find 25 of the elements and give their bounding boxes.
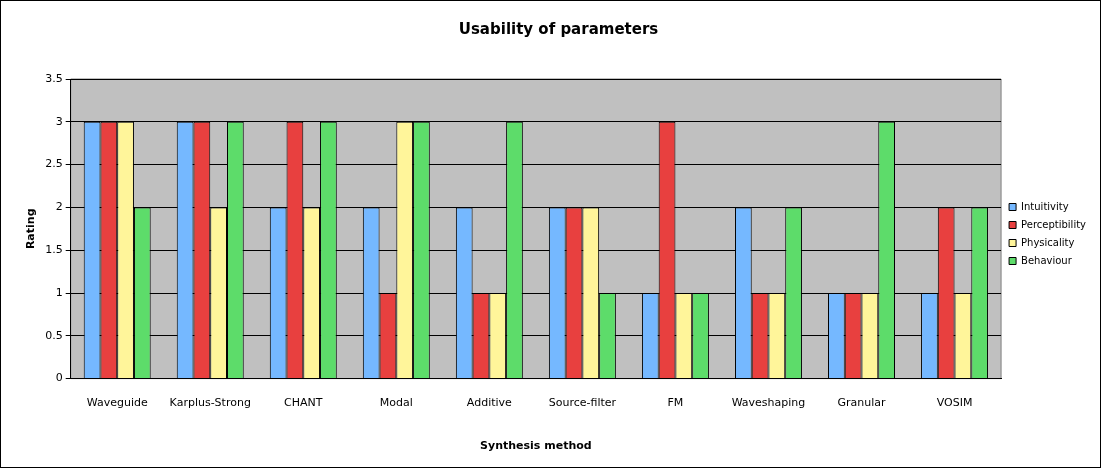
legend-label: Physicality xyxy=(1021,236,1075,248)
legend-label: Perceptibility xyxy=(1021,218,1087,230)
x-axis-title: Synthesis method xyxy=(480,439,592,453)
legend-label: Intuitivity xyxy=(1021,200,1069,212)
chart-title: Usability of parameters xyxy=(458,19,659,38)
x-tick-label: VOSIM xyxy=(936,396,973,410)
x-tick-label: Source-filter xyxy=(548,396,617,410)
y-tick-label: 3.5 xyxy=(45,71,63,85)
legend-label: Behaviour xyxy=(1021,254,1073,266)
x-tick-label: Modal xyxy=(379,396,413,410)
y-tick-label: 2 xyxy=(55,200,63,214)
x-tick-label: FM xyxy=(667,396,684,410)
x-tick-label: Additive xyxy=(466,396,513,410)
y-tick-label: 1 xyxy=(55,285,63,299)
x-tick-label: Karplus-Strong xyxy=(169,396,251,410)
y-tick-label: 0 xyxy=(55,371,63,385)
x-tick-label: Granular xyxy=(837,396,886,410)
y-tick-label: 0.5 xyxy=(45,328,63,342)
y-tick-label: 3 xyxy=(55,114,63,128)
y-tick-label: 1.5 xyxy=(45,243,63,257)
x-tick-label: Waveshaping xyxy=(731,396,806,410)
x-tick-label: CHANT xyxy=(284,396,323,410)
x-tick-label: Waveguide xyxy=(86,396,148,410)
y-axis-title: Rating xyxy=(24,208,38,250)
y-tick-label: 2.5 xyxy=(45,157,63,171)
